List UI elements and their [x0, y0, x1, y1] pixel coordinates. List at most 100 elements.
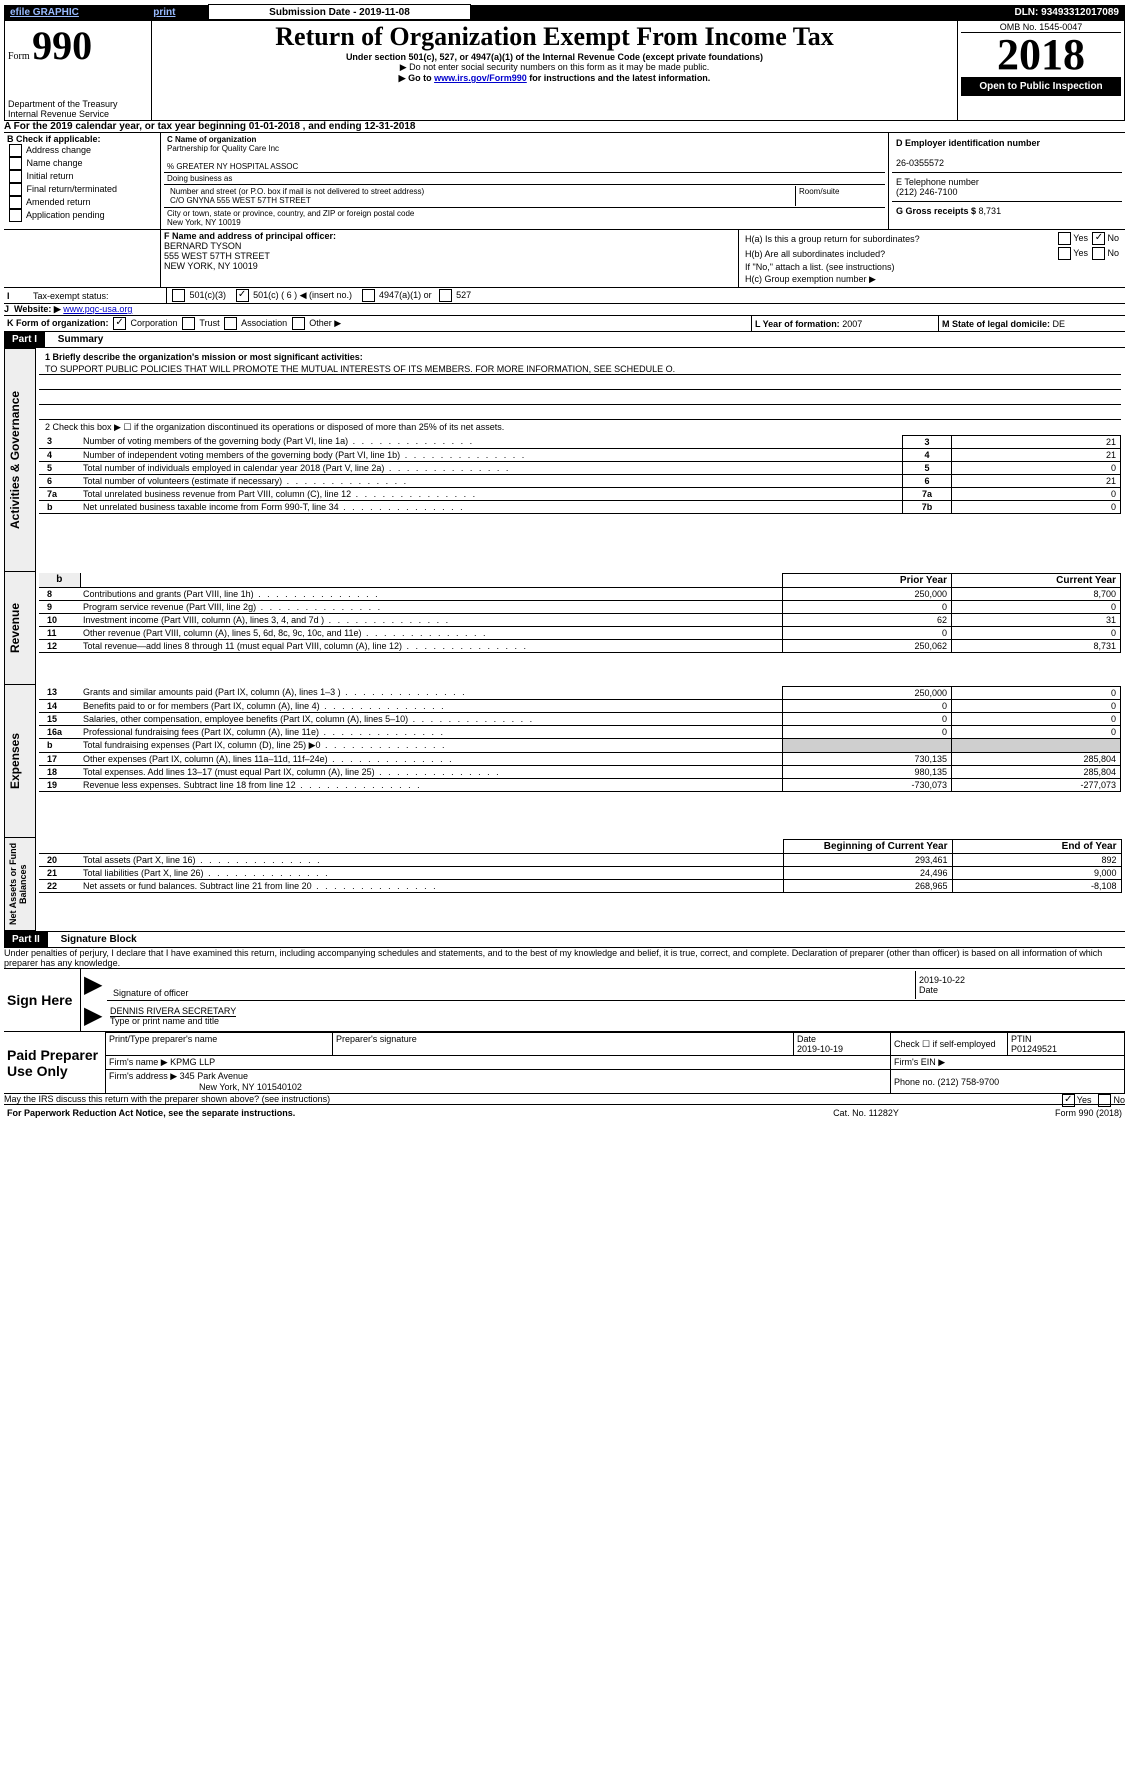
- form-subtitle: Under section 501(c), 527, or 4947(a)(1)…: [155, 52, 954, 62]
- open-public: Open to Public Inspection: [961, 77, 1121, 96]
- top-bar: efile GRAPHIC print Submission Date - 20…: [4, 4, 1125, 20]
- domicile: DE: [1053, 319, 1066, 329]
- table-row: 8 Contributions and grants (Part VIII, l…: [39, 587, 1121, 600]
- chk-corp[interactable]: ✓: [113, 317, 126, 330]
- year-formation: 2007: [842, 319, 862, 329]
- sig-date: 2019-10-22: [919, 975, 965, 985]
- firm-name: KPMG LLP: [170, 1057, 215, 1067]
- discuss-row: May the IRS discuss this return with the…: [4, 1094, 1125, 1105]
- firm-phone: (212) 758-9700: [938, 1077, 1000, 1087]
- paid-preparer-block: Paid Preparer Use Only Print/Type prepar…: [4, 1032, 1125, 1094]
- part2-header: Part II Signature Block: [4, 931, 1125, 948]
- declaration: Under penalties of perjury, I declare th…: [4, 948, 1125, 969]
- chk-final[interactable]: [9, 183, 22, 196]
- line2: 2 Check this box ▶ ☐ if the organization…: [39, 420, 1121, 435]
- org-name: Partnership for Quality Care Inc: [167, 144, 279, 153]
- chk-ha-no[interactable]: ✓: [1092, 232, 1105, 245]
- table-row: 18 Total expenses. Add lines 13–17 (must…: [39, 765, 1121, 778]
- section-klm: K Form of organization: ✓ Corporation Tr…: [4, 316, 1125, 332]
- table-row: 13 Grants and similar amounts paid (Part…: [39, 686, 1121, 699]
- website-link[interactable]: www.pqc-usa.org: [63, 304, 132, 314]
- care-of: % GREATER NY HOSPITAL ASSOC: [167, 162, 298, 171]
- note-goto: ▶ Go to www.irs.gov/Form990 for instruct…: [155, 73, 954, 84]
- h-b-note: If "No," attach a list. (see instruction…: [742, 261, 1122, 273]
- firm-addr1: 345 Park Avenue: [180, 1071, 248, 1081]
- part1-header: Part I Summary: [4, 332, 1125, 348]
- form-number: 990: [32, 23, 92, 68]
- print-link[interactable]: print: [147, 5, 208, 20]
- chk-hb-yes[interactable]: [1058, 247, 1071, 260]
- footer: For Paperwork Reduction Act Notice, see …: [4, 1107, 1125, 1119]
- table-row: 7a Total unrelated business revenue from…: [39, 487, 1121, 500]
- table-row: 16a Professional fundraising fees (Part …: [39, 725, 1121, 738]
- line1-text: TO SUPPORT PUBLIC POLICIES THAT WILL PRO…: [39, 364, 1121, 375]
- table-row: 17 Other expenses (Part IX, column (A), …: [39, 752, 1121, 765]
- side-activities: Activities & Governance: [8, 350, 22, 570]
- cat-no: Cat. No. 11282Y: [763, 1107, 969, 1119]
- street: C/O GNYNA 555 WEST 57TH STREET: [170, 196, 311, 205]
- chk-hb-no[interactable]: [1092, 247, 1105, 260]
- chk-discuss-no[interactable]: [1098, 1094, 1111, 1107]
- table-row: 14 Benefits paid to or for members (Part…: [39, 699, 1121, 712]
- chk-501c[interactable]: ✓: [236, 289, 249, 302]
- tax-year: 2018: [961, 33, 1121, 77]
- box-b-label: B Check if applicable:: [7, 134, 157, 144]
- dept-treasury: Department of the Treasury: [8, 99, 148, 109]
- table-row: 11 Other revenue (Part VIII, column (A),…: [39, 626, 1121, 639]
- part1-body: Activities & Governance 1 Briefly descri…: [4, 348, 1125, 931]
- table-row: 10 Investment income (Part VIII, column …: [39, 613, 1121, 626]
- table-row: 21 Total liabilities (Part X, line 26) 2…: [39, 866, 1121, 879]
- form-title: Return of Organization Exempt From Incom…: [155, 22, 954, 52]
- table-row: 12 Total revenue—add lines 8 through 11 …: [39, 639, 1121, 652]
- chk-other[interactable]: [292, 317, 305, 330]
- chk-address[interactable]: [9, 144, 22, 157]
- chk-initial[interactable]: [9, 170, 22, 183]
- officer-addr2: NEW YORK, NY 10019: [164, 261, 258, 271]
- col-end: End of Year: [952, 839, 1121, 853]
- chk-501c3[interactable]: [172, 289, 185, 302]
- h-a: H(a) Is this a group return for subordin…: [742, 231, 1017, 246]
- chk-discuss-yes[interactable]: ✓: [1062, 1094, 1075, 1107]
- form-label: Form: [8, 51, 30, 62]
- line-a: A For the 2019 calendar year, or tax yea…: [4, 121, 1125, 133]
- table-row: 19 Revenue less expenses. Subtract line …: [39, 778, 1121, 791]
- prep-date: 2019-10-19: [797, 1044, 843, 1054]
- officer-name: BERNARD TYSON: [164, 241, 241, 251]
- chk-amended[interactable]: [9, 196, 22, 209]
- efile-link[interactable]: efile GRAPHIC: [4, 5, 147, 20]
- sign-here: Sign Here: [4, 969, 81, 1032]
- sign-here-block: Sign Here ▶ Signature of officer 2019-10…: [4, 969, 1125, 1032]
- section-fh: F Name and address of principal officer:…: [4, 230, 1125, 288]
- table-row: 5 Total number of individuals employed i…: [39, 461, 1121, 474]
- h-c: H(c) Group exemption number ▶: [742, 273, 1122, 286]
- chk-name[interactable]: [9, 157, 22, 170]
- chk-527[interactable]: [439, 289, 452, 302]
- chk-4947[interactable]: [362, 289, 375, 302]
- table-row: b Net unrelated business taxable income …: [39, 500, 1121, 513]
- col-begin: Beginning of Current Year: [783, 839, 952, 853]
- col-current: Current Year: [952, 573, 1121, 587]
- table-row: 15 Salaries, other compensation, employe…: [39, 712, 1121, 725]
- chk-assoc[interactable]: [224, 317, 237, 330]
- irs-link[interactable]: www.irs.gov/Form990: [434, 73, 527, 83]
- firm-addr2: New York, NY 101540102: [109, 1082, 302, 1092]
- phone: (212) 246-7100: [896, 187, 958, 197]
- officer-addr1: 555 WEST 57TH STREET: [164, 251, 270, 261]
- submission-date: Submission Date - 2019-11-08: [209, 5, 470, 20]
- side-expenses: Expenses: [8, 686, 22, 836]
- chk-pending[interactable]: [9, 209, 22, 222]
- section-j: J Website: ▶ www.pqc-usa.org: [4, 304, 1125, 316]
- note-ssn: ▶ Do not enter social security numbers o…: [155, 62, 954, 73]
- city-state: New York, NY 10019: [167, 218, 241, 227]
- table-row: 20 Total assets (Part X, line 16) 293,46…: [39, 853, 1121, 866]
- chk-trust[interactable]: [182, 317, 195, 330]
- col-prior: Prior Year: [783, 573, 952, 587]
- table-row: 4 Number of independent voting members o…: [39, 448, 1121, 461]
- line1-label: 1 Briefly describe the organization's mi…: [39, 350, 1121, 364]
- dln: DLN: 93493312017089: [919, 5, 1125, 20]
- table-row: 3 Number of voting members of the govern…: [39, 435, 1121, 448]
- gross-receipts: 8,731: [979, 206, 1002, 216]
- ein: 26-0355572: [896, 158, 944, 168]
- section-i: I Tax-exempt status: 501(c)(3) ✓ 501(c) …: [4, 288, 1125, 304]
- chk-ha-yes[interactable]: [1058, 232, 1071, 245]
